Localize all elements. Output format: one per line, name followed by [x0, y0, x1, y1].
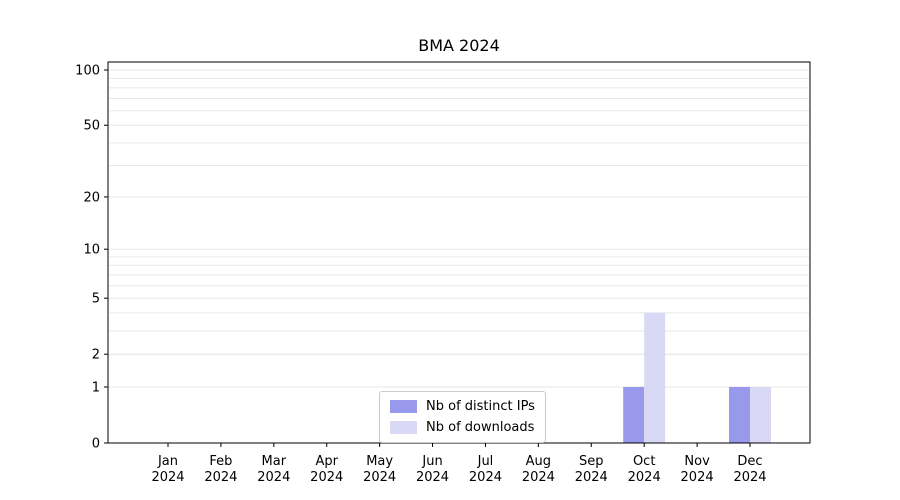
y-tick-label-1: 1 — [92, 380, 100, 395]
y-tick-label-10: 10 — [83, 243, 100, 258]
legend-swatch-distinct-ips — [390, 400, 417, 413]
x-tick-label-month-sep: Sep — [579, 454, 604, 469]
y-tick-label-100: 100 — [75, 64, 100, 79]
plot-frame — [107, 61, 811, 444]
y-tick-label-5: 5 — [92, 292, 100, 307]
x-tick-label-month-jan: Jan — [157, 454, 178, 469]
x-tick-label-year-nov: 2024 — [681, 470, 714, 485]
x-tick-label-month-jul: Jul — [477, 454, 494, 469]
x-tick-label-year-jan: 2024 — [151, 470, 184, 485]
x-tick-label-month-apr: Apr — [315, 454, 338, 469]
legend-label-distinct-ips: Nb of distinct IPs — [426, 399, 535, 414]
legend-swatch-downloads — [390, 421, 417, 434]
x-tick-label-month-jun: Jun — [421, 454, 442, 469]
y-tick-label-0: 0 — [92, 437, 100, 452]
chart-title: BMA 2024 — [418, 36, 500, 55]
x-tick-label-year-aug: 2024 — [522, 470, 555, 485]
x-tick-label-month-aug: Aug — [526, 454, 551, 469]
x-tick-label-year-dec: 2024 — [733, 470, 766, 485]
y-tick-label-20: 20 — [83, 190, 100, 205]
x-tick-label-year-feb: 2024 — [204, 470, 237, 485]
x-tick-label-month-may: May — [366, 454, 393, 469]
x-tick-label-year-apr: 2024 — [310, 470, 343, 485]
y-tick-label-2: 2 — [92, 348, 100, 363]
legend: Nb of distinct IPs Nb of downloads — [379, 391, 546, 443]
x-tick-label-year-sep: 2024 — [575, 470, 608, 485]
x-tick-label-month-nov: Nov — [684, 454, 710, 469]
x-tick-label-month-oct: Oct — [633, 454, 655, 469]
legend-label-downloads: Nb of downloads — [426, 420, 535, 435]
x-tick-label-year-may: 2024 — [363, 470, 396, 485]
bar-nb-of-distinct-ips-oct — [623, 386, 645, 443]
bar-nb-of-downloads-oct — [644, 312, 666, 443]
legend-item-distinct-ips: Nb of distinct IPs — [390, 399, 535, 414]
x-tick-label-month-mar: Mar — [262, 454, 287, 469]
bar-nb-of-downloads-dec — [750, 386, 771, 443]
x-tick-label-year-mar: 2024 — [257, 470, 290, 485]
x-tick-label-year-jul: 2024 — [469, 470, 502, 485]
y-tick-label-50: 50 — [83, 119, 100, 134]
x-tick-label-month-dec: Dec — [737, 454, 762, 469]
bar-nb-of-distinct-ips-dec — [729, 386, 750, 443]
x-tick-label-year-oct: 2024 — [628, 470, 661, 485]
legend-item-downloads: Nb of downloads — [390, 420, 535, 435]
x-tick-label-month-feb: Feb — [209, 454, 232, 469]
x-tick-label-year-jun: 2024 — [416, 470, 449, 485]
